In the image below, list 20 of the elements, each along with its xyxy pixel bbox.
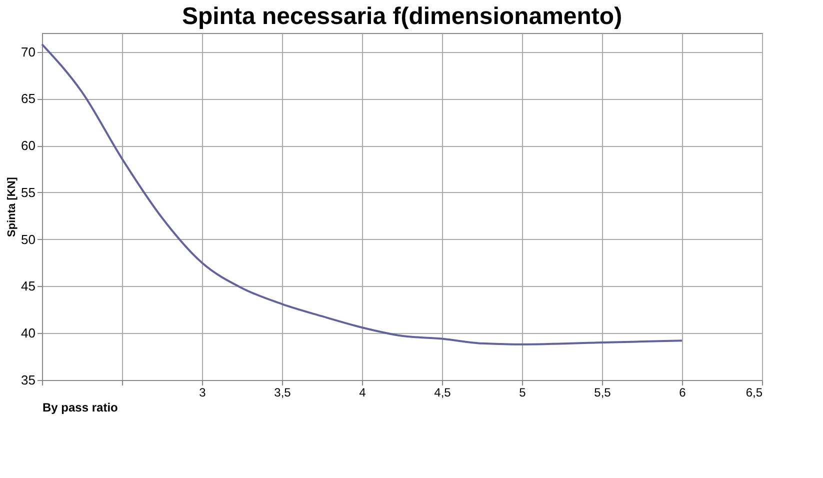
y-tick-label: 70 xyxy=(21,44,36,60)
x-tick-label: 4 xyxy=(359,386,366,400)
x-axis-title: By pass ratio xyxy=(42,400,118,414)
line-series xyxy=(41,43,683,346)
y-tick-label: 50 xyxy=(21,232,36,247)
x-tick-label: 3 xyxy=(199,386,206,400)
x-tick-label: 4,5 xyxy=(434,386,452,400)
y-tick-label: 55 xyxy=(21,184,36,200)
y-axis-title: Spinta [KN] xyxy=(6,176,18,237)
y-tick-label: 45 xyxy=(21,278,36,294)
y-tick-label: 35 xyxy=(21,372,36,388)
y-tick-label: 65 xyxy=(21,91,36,106)
x-tick-label: 6 xyxy=(679,386,686,400)
chart-title: Spinta necessaria f(dimensionamento) xyxy=(182,3,622,30)
y-tick-label: 40 xyxy=(21,326,36,341)
x-tick-label: 6,5 xyxy=(746,386,763,400)
x-tick-label: 3,5 xyxy=(274,386,292,400)
x-tick-label: 5,5 xyxy=(594,386,612,400)
y-tick-label: 60 xyxy=(21,138,36,154)
x-tick-label: 5 xyxy=(519,386,526,400)
